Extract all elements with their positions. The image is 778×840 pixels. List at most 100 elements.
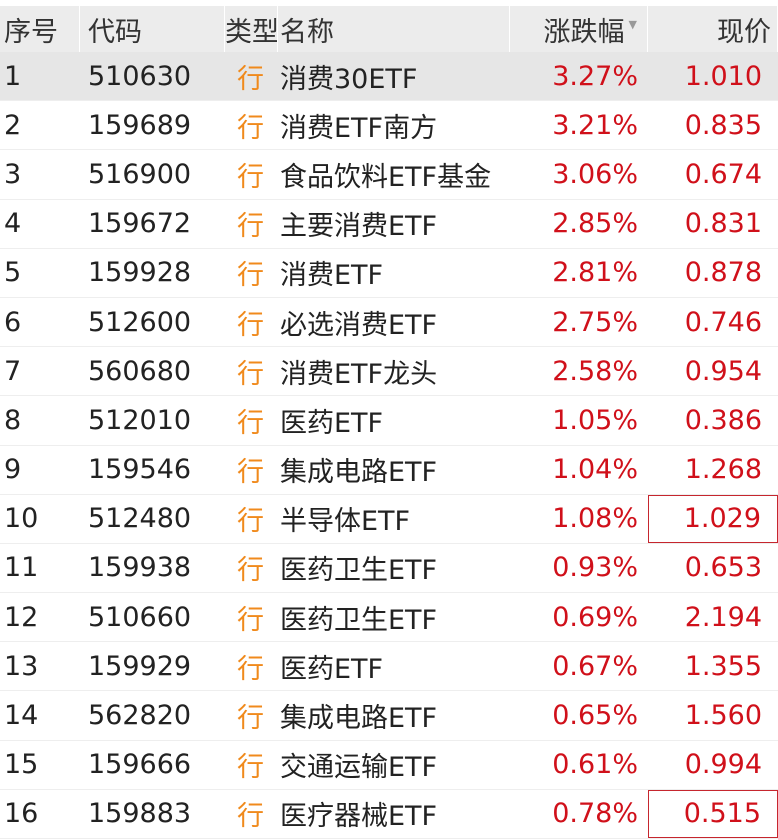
table-row[interactable]: 13 159929 行医药ETF 0.67% 1.355 [0,642,778,692]
row-change: 1.05% [552,404,638,436]
row-index: 1 [4,60,22,92]
header-change-label: 涨跌幅 [543,16,625,48]
table-row[interactable]: 3 516900 行食品饮料ETF基金 3.06% 0.674 [0,150,778,200]
row-type-badge: 行 [237,63,264,95]
row-name: 医药卫生ETF [280,604,438,636]
row-type-badge: 行 [237,703,264,735]
table-row[interactable]: 2 159689 行消费ETF南方 3.21% 0.835 [0,101,778,151]
row-code: 159928 [88,257,192,289]
row-type-badge: 行 [237,260,264,292]
table-row[interactable]: 7 560680 行消费ETF龙头 2.58% 0.954 [0,347,778,397]
table-row[interactable]: 12 510660 行医药卫生ETF 0.69% 2.194 [0,593,778,643]
row-price: 0.386 [684,404,762,436]
row-code: 159666 [88,749,192,781]
row-code: 510630 [88,60,192,92]
row-index: 11 [4,552,39,584]
row-index: 2 [4,109,22,141]
row-name: 主要消费ETF [280,211,438,243]
row-type-badge: 行 [237,407,264,439]
row-price: 0.653 [684,552,762,584]
row-name: 食品饮料ETF基金 [280,161,492,193]
row-code: 516900 [88,158,192,190]
table-row[interactable]: 8 512010 行医药ETF 1.05% 0.386 [0,396,778,446]
row-price: 1.268 [684,454,762,486]
row-index: 3 [4,158,22,190]
row-name: 消费ETF南方 [280,112,438,144]
row-change: 0.93% [552,552,638,584]
row-change: 3.06% [552,158,638,190]
row-type-badge: 行 [237,211,264,243]
row-index: 10 [4,503,39,535]
row-change: 2.81% [552,257,638,289]
row-code: 512600 [88,306,192,338]
row-code: 159938 [88,552,192,584]
row-change: 3.27% [552,60,638,92]
row-type-badge: 行 [237,112,264,144]
table-row[interactable]: 16 159883 行医疗器械ETF 0.78% 0.515 [0,789,778,839]
row-code: 159546 [88,454,192,486]
table-row[interactable]: 1 510630 行消费30ETF 3.27% 1.010 [0,52,778,102]
row-code: 512010 [88,404,192,436]
table-row[interactable]: 10 512480 行半导体ETF 1.08% 1.029 [0,494,778,544]
row-price: 0.746 [684,306,762,338]
row-price: 1.029 [648,494,778,543]
row-name: 集成电路ETF [280,703,438,735]
row-index: 8 [4,404,22,436]
row-change: 0.78% [552,798,638,830]
header-name[interactable]: 名称 [278,6,510,52]
row-name: 消费30ETF [280,63,418,95]
table-header: 序号 代码 类型 名称 涨跌幅 ▼ 现价 [0,0,778,52]
table-row[interactable]: 4 159672 行主要消费ETF 2.85% 0.831 [0,200,778,249]
row-name: 交通运输ETF [280,752,438,784]
header-price[interactable]: 现价 [648,6,778,52]
header-change[interactable]: 涨跌幅 ▼ [510,6,648,52]
row-change: 0.67% [552,650,638,682]
table-row[interactable]: 5 159928 行消费ETF 2.81% 0.878 [0,249,778,298]
row-change: 0.65% [552,700,638,732]
row-price: 0.835 [684,109,762,141]
row-price: 2.194 [684,601,762,633]
row-index: 6 [4,306,22,338]
header-type[interactable]: 类型 [225,6,278,52]
row-name: 医药卫生ETF [280,555,438,587]
row-price: 0.831 [684,208,762,240]
row-code: 159689 [88,109,192,141]
table-row[interactable]: 9 159546 行集成电路ETF 1.04% 1.268 [0,446,778,495]
row-code: 159883 [88,798,192,830]
row-code: 159929 [88,650,192,682]
row-type-badge: 行 [237,309,264,341]
row-type-badge: 行 [237,604,264,636]
row-change: 2.75% [552,306,638,338]
table-body: 1 510630 行消费30ETF 3.27% 1.010 2 159689 行消费ETF南方… [0,52,778,839]
row-type-badge: 行 [237,457,264,489]
row-name: 集成电路ETF [280,457,438,489]
row-type-badge: 行 [237,506,264,538]
row-index: 12 [4,601,39,633]
row-price: 1.560 [684,700,762,732]
row-change: 2.85% [552,208,638,240]
row-index: 15 [4,749,39,781]
row-name: 必选消费ETF [280,309,438,341]
header-code[interactable]: 代码 [80,6,225,52]
row-price: 0.515 [648,789,778,838]
sort-desc-icon: ▼ [628,18,637,31]
row-index: 13 [4,650,39,682]
row-name: 医疗器械ETF [280,801,438,833]
table-row[interactable]: 6 512600 行必选消费ETF 2.75% 0.746 [0,298,778,348]
row-type-badge: 行 [237,801,264,833]
table-row[interactable]: 11 159938 行医药卫生ETF 0.93% 0.653 [0,544,778,594]
header-index[interactable]: 序号 [0,6,80,52]
row-change: 1.04% [552,454,638,486]
row-price: 0.674 [684,158,762,190]
row-code: 159672 [88,208,192,240]
table-row[interactable]: 14 562820 行集成电路ETF 0.65% 1.560 [0,691,778,741]
row-name: 半导体ETF [280,506,411,538]
row-name: 医药ETF [280,653,384,685]
row-index: 5 [4,257,22,289]
row-price: 1.355 [684,650,762,682]
table-row[interactable]: 15 159666 行交通运输ETF 0.61% 0.994 [0,741,778,790]
row-type-badge: 行 [237,653,264,685]
row-price: 0.954 [684,355,762,387]
row-change: 0.69% [552,601,638,633]
row-name: 医药ETF [280,407,384,439]
